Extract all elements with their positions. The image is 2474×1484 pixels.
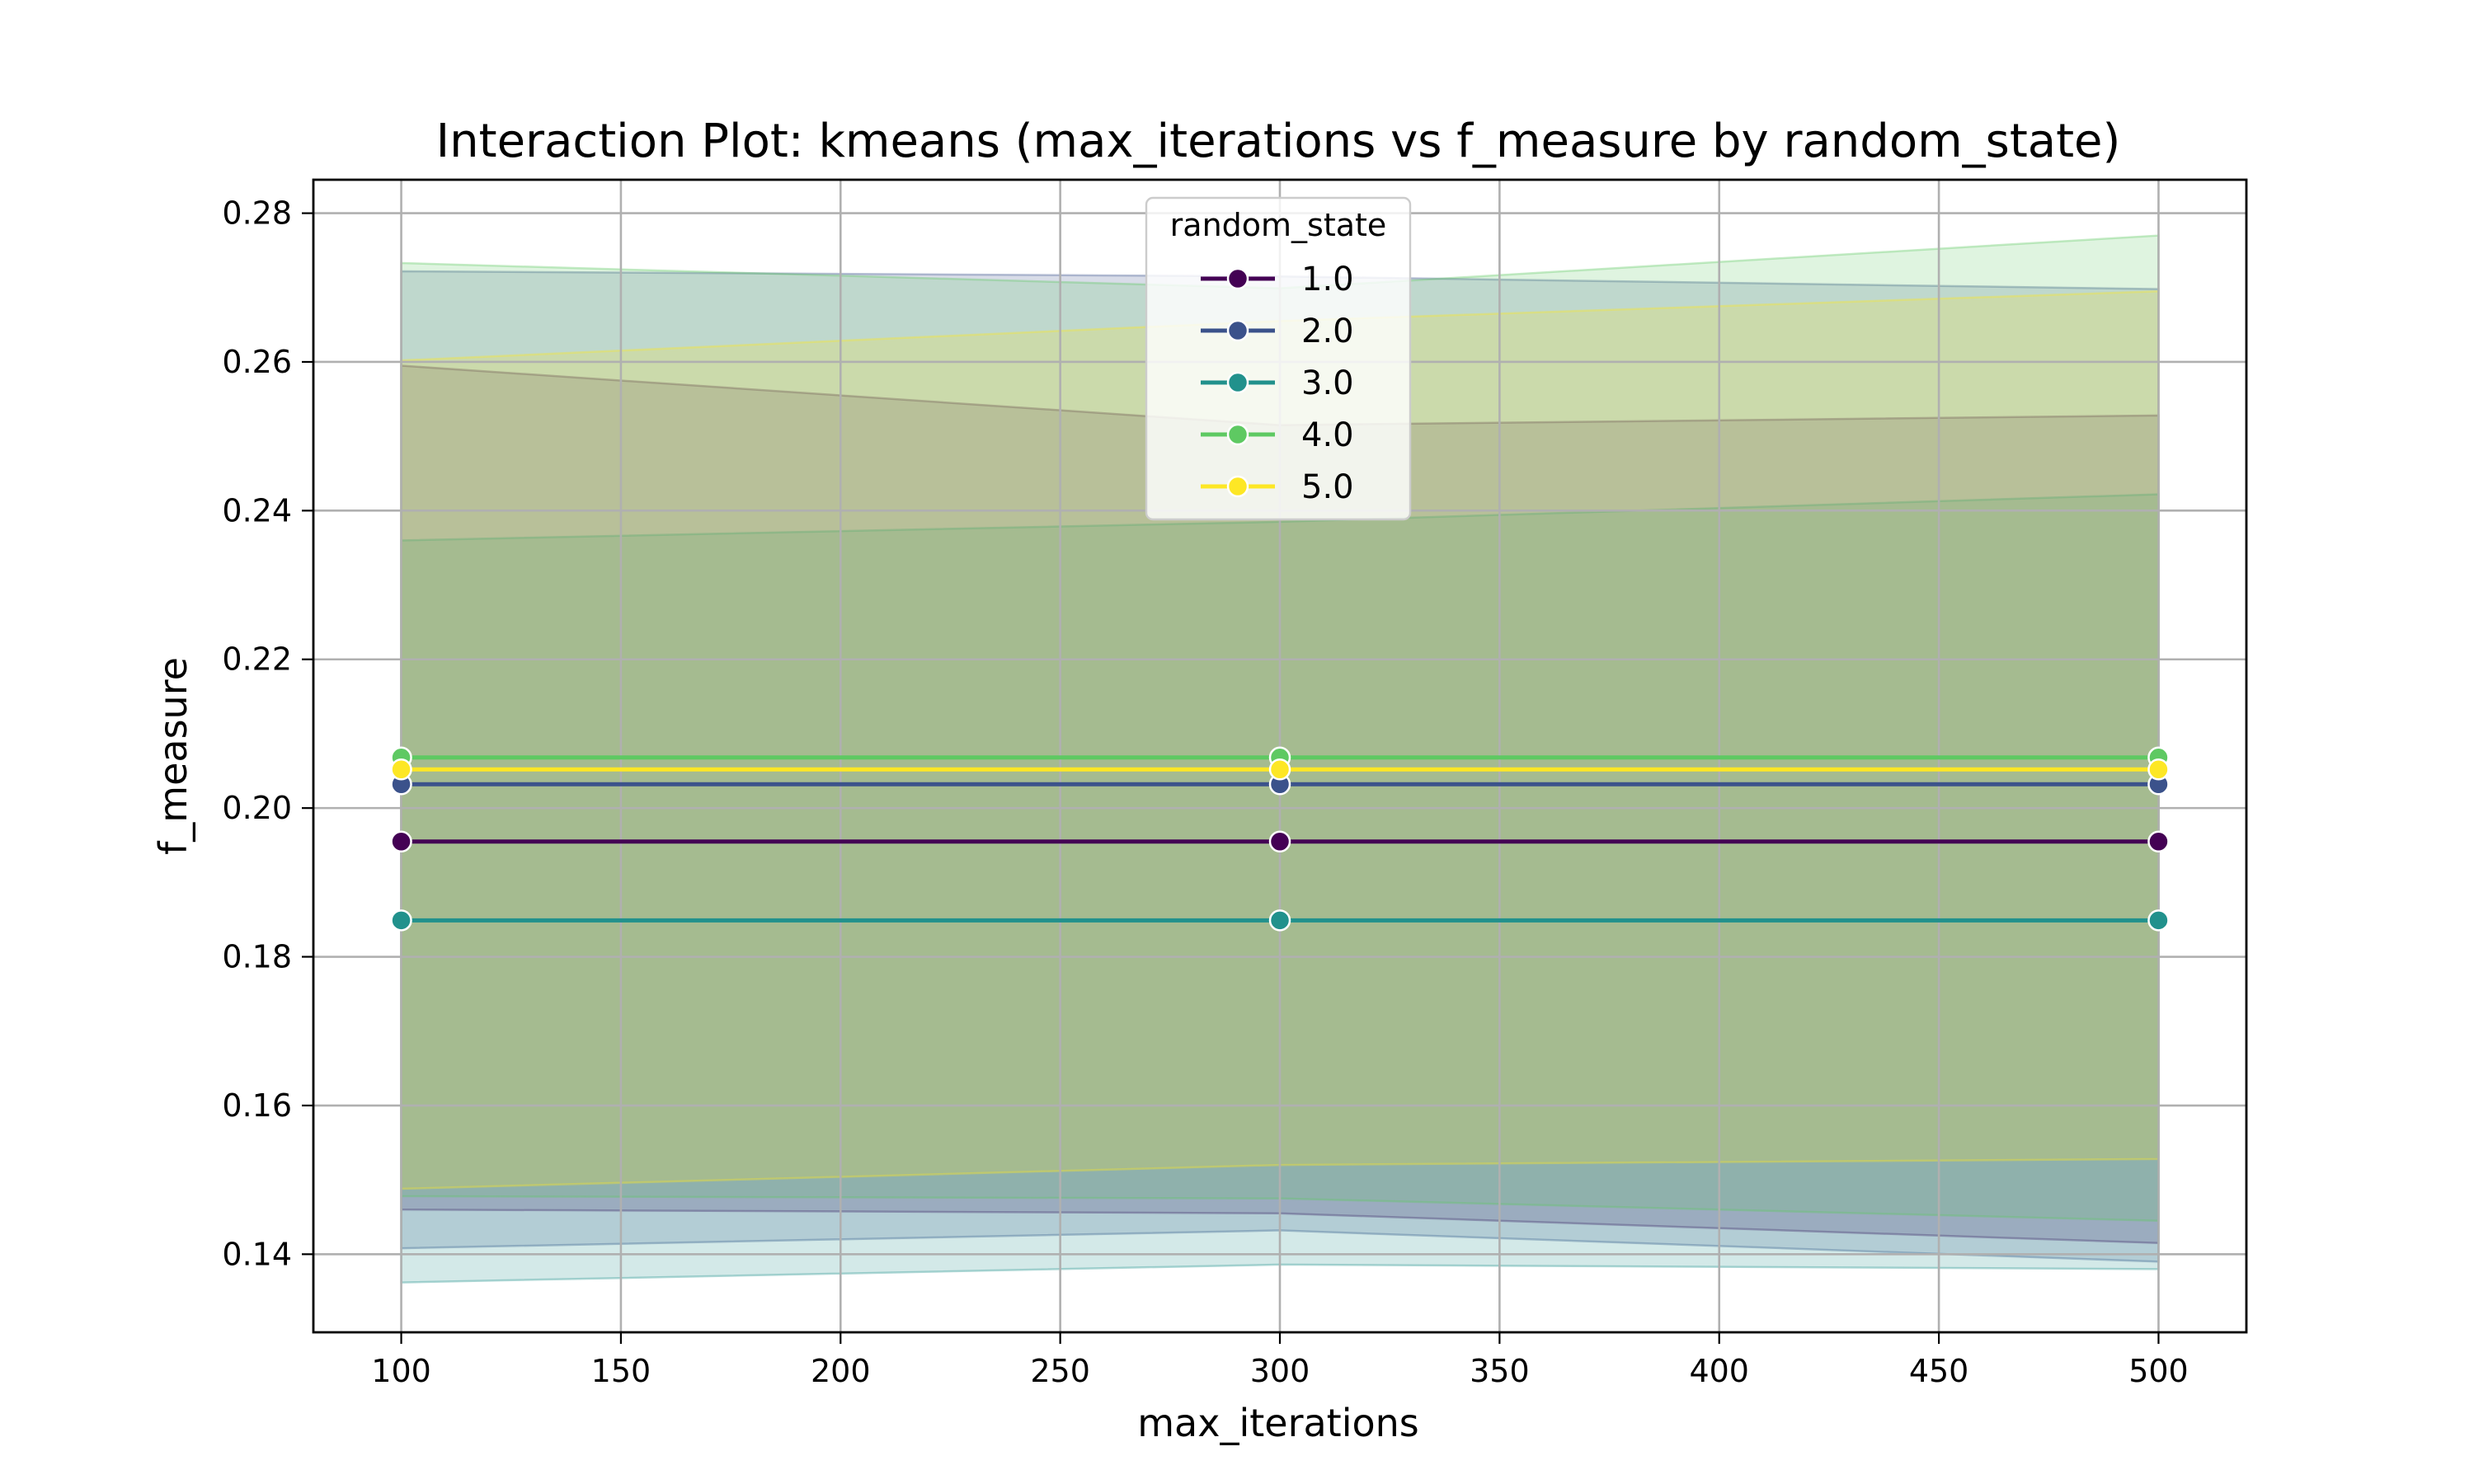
legend-marker-2: [1226, 319, 1249, 342]
legend-marker-5: [1226, 475, 1249, 498]
point-series-1: [390, 830, 412, 852]
y-tick-label: 0.18: [222, 939, 292, 975]
legend-label-5: 5.0: [1301, 468, 1354, 506]
y-tick-label: 0.22: [222, 641, 292, 678]
legend-box: [1145, 196, 1412, 521]
x-axis-ticks: 100 150 200 250 300 350 400 450 500: [371, 1332, 2189, 1389]
y-tick-label: 0.16: [222, 1087, 292, 1124]
y-axis-ticks: 0.14 0.16 0.18 0.20 0.22 0.24 0.26 0.28: [222, 195, 313, 1272]
legend-label-3: 3.0: [1301, 364, 1354, 402]
point-series-5: [1268, 758, 1291, 781]
x-tick-label: 100: [371, 1353, 431, 1389]
legend-label-4: 4.0: [1301, 416, 1354, 454]
point-series-3: [2147, 909, 2170, 932]
x-tick-label: 250: [1030, 1353, 1090, 1389]
legend-marker-4: [1226, 423, 1249, 446]
x-tick-label: 350: [1470, 1353, 1530, 1389]
legend-items: 1.0 2.0 3.0 4.0 5.0: [1201, 261, 1354, 506]
y-tick-label: 0.28: [222, 195, 292, 232]
legend-title: random_state: [1170, 207, 1387, 243]
point-series-5: [390, 758, 412, 781]
x-tick-label: 400: [1689, 1353, 1749, 1389]
x-tick-label: 200: [811, 1353, 871, 1389]
point-series-3: [390, 909, 412, 932]
point-series-1: [2147, 830, 2170, 852]
y-tick-label: 0.14: [222, 1236, 292, 1272]
x-tick-label: 300: [1250, 1353, 1310, 1389]
legend-marker-1: [1226, 267, 1249, 290]
x-tick-label: 450: [1909, 1353, 1969, 1389]
x-axis-label: max_iterations: [1137, 1401, 1419, 1445]
y-tick-label: 0.24: [222, 492, 292, 528]
x-tick-label: 150: [591, 1353, 651, 1389]
legend-label-1: 1.0: [1301, 261, 1354, 298]
legend: random_state 1.0 2.0 3.0 4.0 5.0: [1145, 196, 1412, 521]
y-tick-label: 0.26: [222, 344, 292, 380]
x-tick-label: 500: [2128, 1353, 2189, 1389]
point-series-5: [2147, 758, 2170, 781]
legend-marker-3: [1226, 371, 1249, 394]
point-series-3: [1268, 909, 1291, 932]
legend-label-2: 2.0: [1301, 312, 1354, 350]
point-series-1: [1268, 830, 1291, 852]
series-points: [390, 746, 2170, 932]
y-tick-label: 0.20: [222, 790, 292, 826]
chart-title: Interaction Plot: kmeans (max_iterations…: [436, 115, 2121, 168]
y-axis-label: f_measure: [151, 657, 195, 855]
